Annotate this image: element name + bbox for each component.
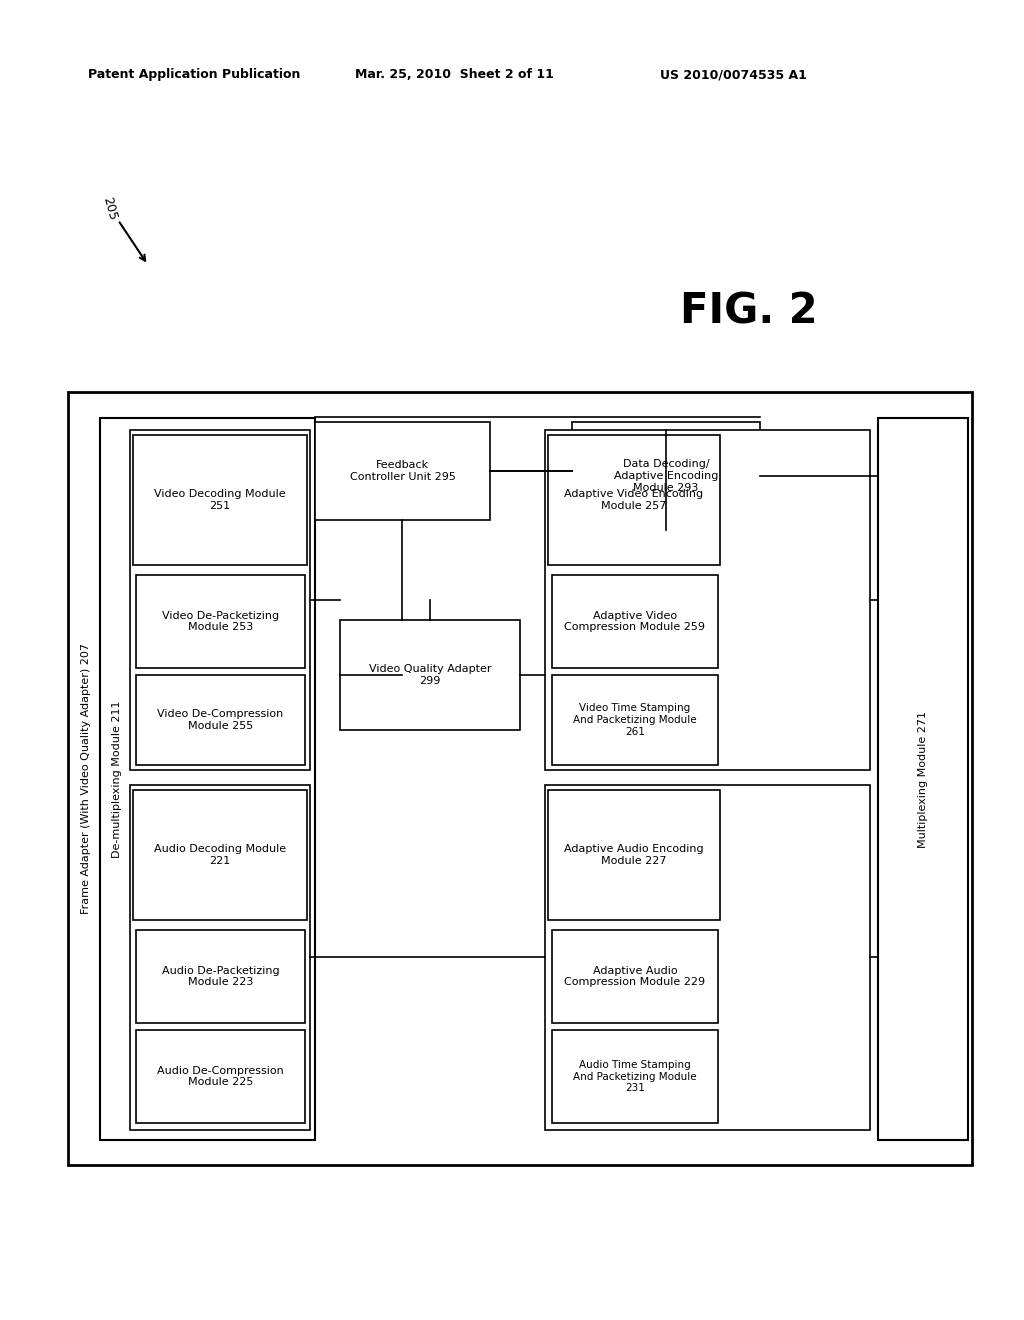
Text: Adaptive Video
Compression Module 259: Adaptive Video Compression Module 259	[564, 611, 706, 632]
Bar	[136, 931, 305, 1023]
Text: Mar. 25, 2010  Sheet 2 of 11: Mar. 25, 2010 Sheet 2 of 11	[355, 69, 554, 81]
Text: Patent Application Publication: Patent Application Publication	[88, 69, 300, 81]
Text: US 2010/0074535 A1: US 2010/0074535 A1	[660, 69, 807, 81]
Bar	[136, 1030, 305, 1123]
Bar	[552, 931, 718, 1023]
Text: Video De-Compression
Module 255: Video De-Compression Module 255	[158, 709, 284, 731]
Bar	[545, 430, 870, 770]
Bar	[545, 785, 870, 1130]
Text: FIG. 2: FIG. 2	[680, 290, 817, 333]
Text: Frame Adapter (With Video Quality Adapter) 207: Frame Adapter (With Video Quality Adapte…	[81, 643, 91, 913]
Bar	[133, 789, 307, 920]
Text: Data Decoding/
Adaptive Encoding
Module 293: Data Decoding/ Adaptive Encoding Module …	[613, 459, 718, 492]
Bar	[130, 785, 310, 1130]
Bar	[340, 620, 520, 730]
Bar	[878, 418, 968, 1140]
Text: Feedback
Controller Unit 295: Feedback Controller Unit 295	[349, 461, 456, 482]
Text: Video Quality Adapter
299: Video Quality Adapter 299	[369, 664, 492, 686]
Bar	[552, 675, 718, 766]
Bar	[133, 436, 307, 565]
Bar	[552, 1030, 718, 1123]
Text: De-multiplexing Module 211: De-multiplexing Module 211	[112, 700, 122, 858]
Bar	[100, 418, 315, 1140]
Bar	[572, 422, 760, 531]
Text: Audio Decoding Module
221: Audio Decoding Module 221	[154, 845, 286, 866]
Text: Audio De-Packetizing
Module 223: Audio De-Packetizing Module 223	[162, 966, 280, 987]
Text: Video Decoding Module
251: Video Decoding Module 251	[155, 490, 286, 511]
Bar	[315, 422, 490, 520]
Bar	[548, 436, 720, 565]
Bar	[130, 430, 310, 770]
Text: Adaptive Audio Encoding
Module 227: Adaptive Audio Encoding Module 227	[564, 845, 703, 866]
Text: Video Time Stamping
And Packetizing Module
261: Video Time Stamping And Packetizing Modu…	[573, 704, 696, 737]
Bar	[136, 675, 305, 766]
Bar	[136, 576, 305, 668]
Text: Adaptive Audio
Compression Module 229: Adaptive Audio Compression Module 229	[564, 966, 706, 987]
Text: Audio Time Stamping
And Packetizing Module
231: Audio Time Stamping And Packetizing Modu…	[573, 1060, 696, 1093]
Bar	[548, 789, 720, 920]
Text: Multiplexing Module 271: Multiplexing Module 271	[918, 710, 928, 847]
Text: Audio De-Compression
Module 225: Audio De-Compression Module 225	[157, 1065, 284, 1088]
Text: 205: 205	[100, 195, 119, 222]
Bar	[68, 392, 972, 1166]
Bar	[552, 576, 718, 668]
Text: Adaptive Video Encoding
Module 257: Adaptive Video Encoding Module 257	[564, 490, 703, 511]
Text: Video De-Packetizing
Module 253: Video De-Packetizing Module 253	[162, 611, 280, 632]
